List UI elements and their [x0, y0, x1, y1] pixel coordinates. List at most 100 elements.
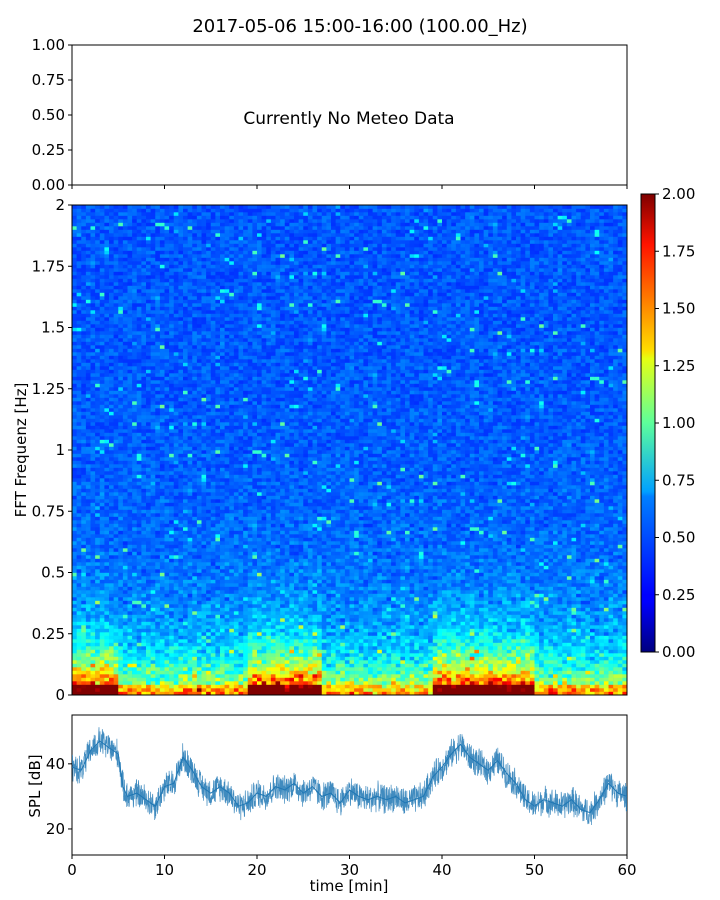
spectrogram-cell	[391, 642, 397, 647]
spectrogram-cell	[294, 614, 299, 619]
spectrogram-cell	[590, 684, 595, 689]
spectrogram-cell	[136, 565, 142, 570]
spectrogram-cell	[460, 684, 466, 689]
spectrogram-cell	[599, 649, 605, 654]
spectrogram-cell	[233, 656, 239, 661]
spectrogram-cell	[349, 677, 355, 682]
spectrogram-cell	[585, 667, 591, 671]
spectrogram-cell	[354, 572, 360, 577]
spectrogram-cell	[113, 576, 119, 580]
spectrogram-cell	[72, 555, 77, 559]
spectrogram-cell	[252, 548, 258, 552]
spectrogram-cell	[529, 646, 535, 650]
spectrogram-cell	[534, 604, 540, 608]
spectrogram-cell	[312, 642, 318, 647]
spectrogram-cell	[326, 569, 332, 573]
spectrogram-cell	[76, 642, 82, 647]
spectrogram-cell	[469, 635, 475, 640]
spectrogram-cell	[506, 621, 512, 626]
spectrogram-cell	[520, 646, 526, 650]
spectrogram-cell	[270, 604, 276, 608]
spectrogram-cell	[585, 558, 591, 563]
spectrogram-cell	[557, 660, 563, 664]
spectrogram-cell	[146, 562, 151, 566]
spectrogram-cell	[557, 628, 563, 633]
spectrogram-cell	[594, 572, 600, 577]
spectrogram-cell	[511, 607, 517, 612]
spectrogram-cell	[442, 667, 447, 671]
spectrogram-cell	[90, 555, 96, 559]
spectrogram-cell	[617, 649, 623, 654]
spectrogram-cell	[594, 674, 600, 678]
spectrogram-cell	[113, 674, 119, 678]
spectrogram-cell	[344, 576, 350, 580]
spectrogram-cell	[335, 632, 341, 636]
spectrogram-cell	[506, 572, 512, 577]
spectrogram-cell	[590, 618, 595, 622]
spectrogram-cell	[511, 656, 517, 661]
spectrogram-cell	[85, 632, 91, 636]
spectrogram-cell	[150, 583, 156, 587]
spectrogram-cell	[99, 551, 105, 556]
spectrogram-cell	[109, 597, 114, 601]
spectrogram-cell	[85, 684, 91, 689]
spectrogram-cell	[358, 632, 364, 636]
spectrogram-cell	[409, 639, 415, 643]
spectrogram-cell	[155, 656, 161, 661]
spectrogram-cell	[483, 569, 489, 573]
spectrogram-cell	[252, 604, 258, 608]
spectrogram-cell	[428, 600, 434, 605]
spectrogram-cell	[132, 611, 138, 615]
spectrogram-cell	[603, 607, 609, 612]
spectrogram-cell	[520, 681, 526, 685]
spectrogram-cell	[497, 593, 503, 598]
spectrogram-cell	[233, 688, 239, 692]
spectrogram-cell	[613, 562, 619, 566]
meteo-axes-frame	[71, 44, 628, 186]
spectrogram-cell	[446, 667, 452, 671]
spectrogram-cell	[617, 653, 623, 657]
spectrogram-cell	[178, 688, 184, 692]
spectrogram-cell	[243, 590, 249, 594]
spectrogram-cell	[622, 681, 628, 685]
spectrogram-cell	[580, 593, 586, 598]
spectrogram-cell	[132, 555, 138, 559]
spectrogram-cell	[312, 583, 318, 587]
spectrogram-cell	[590, 555, 595, 559]
spectrogram-cell	[506, 555, 512, 559]
spectrogram-cell	[354, 614, 360, 619]
spectrogram-cell	[525, 684, 531, 689]
spectrogram-cell	[423, 688, 429, 692]
spectrogram-cell	[571, 586, 577, 591]
spectrogram-cell	[321, 691, 327, 696]
spectrogram-cell	[418, 593, 424, 598]
spectrogram-cell	[127, 621, 133, 626]
spectrogram-cell	[511, 555, 517, 559]
spectrogram-cell	[266, 667, 272, 671]
spectrogram-cell	[252, 583, 258, 587]
spectrogram-cell	[497, 670, 503, 675]
spectrogram-cell	[280, 649, 286, 654]
spectrogram-cell	[113, 663, 119, 668]
spectrogram-cell	[233, 576, 239, 580]
spectrogram-cell	[372, 604, 378, 608]
spectrogram-cell	[446, 597, 452, 601]
spectrogram-cell	[608, 555, 614, 559]
spectrogram-cell	[553, 677, 558, 682]
spectrogram-cell	[206, 548, 212, 552]
spectrogram-cell	[85, 565, 91, 570]
spectrogram-cell	[270, 684, 276, 689]
spectrogram-cell	[220, 670, 225, 675]
spectrogram-cell	[159, 607, 165, 612]
spectrogram-cell	[469, 656, 475, 661]
spectrogram-cell	[608, 593, 614, 598]
spectrogram-cell	[437, 688, 443, 692]
spectrogram-cell	[192, 684, 198, 689]
spectrogram-cell	[451, 639, 457, 643]
spectrogram-cell	[409, 656, 415, 661]
spectrogram-cell	[488, 639, 494, 643]
spectrogram-cell	[183, 674, 188, 678]
spectrogram-cell	[418, 558, 424, 563]
spectrogram-cell	[136, 646, 142, 650]
spectrogram-cell	[409, 621, 415, 626]
